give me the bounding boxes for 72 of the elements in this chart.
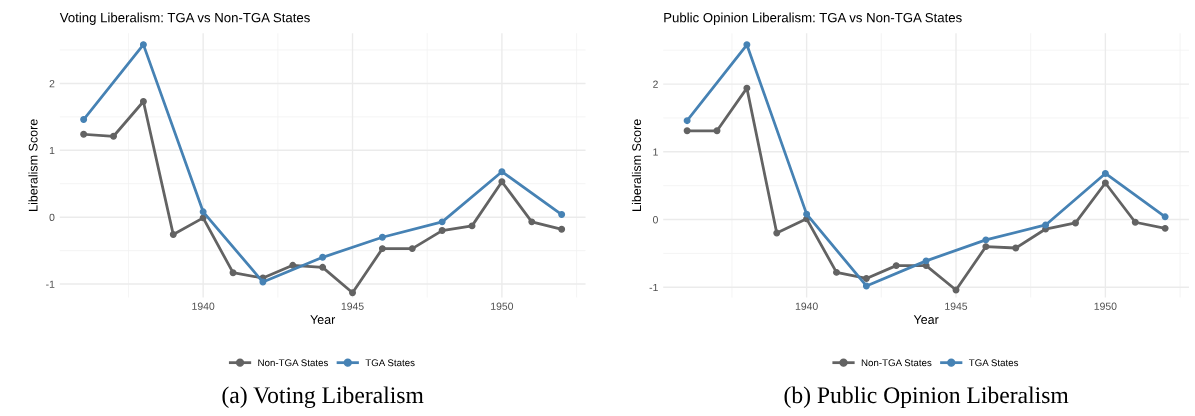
point: [1131, 218, 1139, 226]
point: [319, 253, 327, 261]
point: [1012, 244, 1020, 252]
point: [378, 233, 386, 241]
y-axis-title: Liberalism Score: [28, 119, 38, 211]
point: [892, 262, 900, 270]
point: [468, 222, 476, 230]
legend-label: Non-TGA States: [861, 359, 932, 367]
text: (b) Public Opinion Liberalism: [784, 386, 1069, 408]
point: [498, 168, 506, 176]
point: [110, 132, 117, 140]
point: [773, 229, 781, 237]
y-tick-label: 2: [49, 79, 55, 88]
chart-title: Voting Liberalism: TGA vs Non-TGA States: [59, 12, 310, 25]
x-tick-label: 1940: [192, 302, 215, 310]
point: [408, 245, 416, 253]
point: [1072, 219, 1079, 227]
point: [80, 116, 88, 124]
y-tick-label: 1: [653, 148, 658, 156]
point: [259, 278, 267, 286]
point: [139, 98, 147, 105]
point: [743, 84, 751, 92]
point: [498, 178, 506, 186]
text: (a) Voting Liberalism: [222, 386, 424, 409]
point: [139, 41, 147, 49]
point: [199, 208, 207, 216]
point: [862, 282, 870, 290]
point: [80, 130, 88, 138]
x-axis-title: Year: [310, 315, 336, 324]
point: [683, 117, 691, 125]
point: [349, 289, 356, 297]
point: [1042, 221, 1050, 229]
legend-label: TGA States: [365, 359, 415, 367]
point: [1161, 213, 1169, 221]
point: [1101, 179, 1109, 187]
point: [1101, 170, 1109, 177]
point: [289, 261, 297, 269]
point: [319, 263, 327, 271]
y-tick-label: 0: [652, 216, 658, 224]
legend-label: TGA States: [968, 359, 1019, 367]
x-axis-title: Year: [913, 315, 939, 324]
point: [743, 41, 751, 49]
point: [438, 227, 446, 235]
point: [169, 231, 177, 239]
x-tick-label: 1940: [795, 302, 818, 310]
point: [558, 225, 566, 233]
point: [982, 236, 990, 244]
point: [683, 127, 691, 135]
x-tick-label: 1950: [491, 302, 514, 310]
point: [833, 268, 840, 276]
chart-title: Public Opinion Liberalism: TGA vs Non-TGA States: [664, 12, 962, 25]
x-tick-label: 1945: [945, 302, 968, 310]
point: [378, 245, 386, 253]
point: [558, 211, 566, 218]
point: [862, 275, 870, 282]
y-tick-label: 2: [653, 80, 658, 88]
y-tick-label: 1: [49, 146, 55, 155]
x-tick-label: 1950: [1094, 302, 1117, 310]
point: [803, 210, 811, 218]
point: [438, 218, 446, 226]
y-tick-label: -1: [46, 280, 55, 288]
point: [229, 269, 237, 277]
point: [528, 218, 536, 226]
point: [713, 127, 721, 135]
legend-label: Non-TGA States: [258, 359, 328, 367]
y-tick-label: -1: [649, 283, 658, 292]
x-tick-label: 1945: [341, 302, 364, 310]
y-axis-title: Liberalism Score: [631, 119, 642, 211]
point: [922, 257, 930, 265]
y-tick-label: 0: [49, 213, 55, 222]
point: [982, 243, 990, 251]
point: [1161, 224, 1169, 232]
